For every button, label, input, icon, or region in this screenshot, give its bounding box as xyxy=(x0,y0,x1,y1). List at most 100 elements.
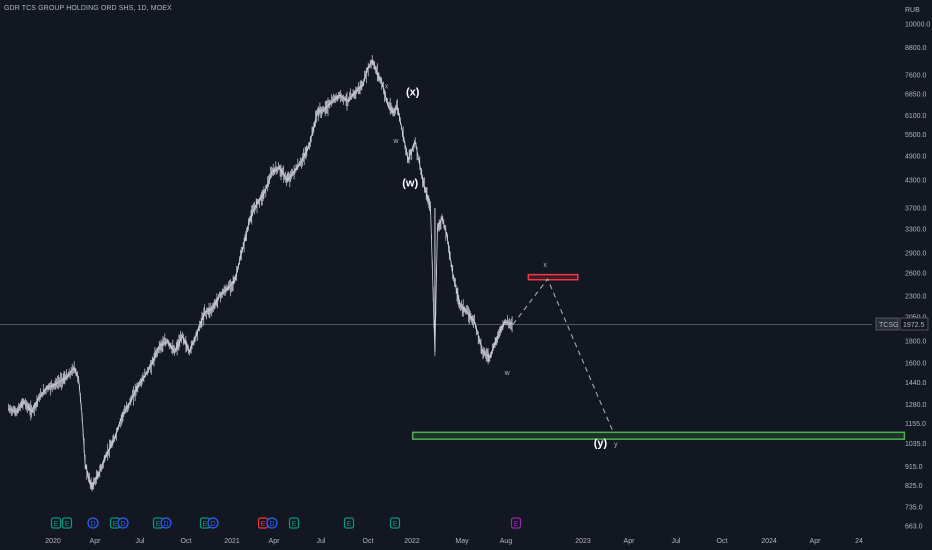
event-marker-letter: D xyxy=(120,521,125,528)
price-tick-label: 10000.0 xyxy=(905,22,930,29)
wave-labels: (x) (w) x w x w (y) y xyxy=(385,84,618,450)
time-tick-label: 2022 xyxy=(404,538,420,545)
dividend-marker-shape xyxy=(207,517,219,529)
time-tick-label: Apr xyxy=(624,538,636,545)
target-zone[interactable] xyxy=(411,431,906,440)
event-marker[interactable]: D xyxy=(160,517,172,529)
event-marker-letter: E xyxy=(54,521,59,528)
time-tick-label: Jul xyxy=(672,538,681,545)
price-tick-label: 1280.0 xyxy=(905,402,927,409)
event-marker-letter: D xyxy=(269,521,274,528)
event-marker-letter: E xyxy=(347,521,352,528)
time-tick-label: 2021 xyxy=(224,538,240,545)
event-marker[interactable]: E xyxy=(61,517,73,529)
price-axis[interactable]: 10000.0 8800.0 7600.0 6850.0 6100.0 5500.0 490… xyxy=(905,22,930,531)
earnings-marker-shape xyxy=(61,517,73,529)
time-axis[interactable]: 2020 Apr Jul Oct 2021 Apr Jul Oct 2022 May Aug 2023… xyxy=(45,538,863,545)
earnings-marker-shape xyxy=(389,517,401,529)
time-tick-label: Jul xyxy=(317,538,326,545)
price-tick-label: 2600.0 xyxy=(905,271,927,278)
event-marker[interactable]: E xyxy=(199,517,211,529)
ticker-label: TCSG xyxy=(879,322,898,329)
price-tick-label: 6850.0 xyxy=(905,91,927,98)
event-marker-letter: E xyxy=(292,521,297,528)
earnings-marker-shape xyxy=(50,517,62,529)
chart-title: GDR TCS GROUP HOLDING ORD SHS, 1D, MOEX xyxy=(4,5,172,12)
dividend-marker-shape xyxy=(117,517,129,529)
time-tick-label: 2023 xyxy=(575,538,591,545)
event-marker-letter: D xyxy=(163,521,168,528)
event-marker-letter: E xyxy=(514,521,519,528)
projection-path[interactable] xyxy=(512,278,614,433)
event-marker[interactable]: D xyxy=(266,517,278,529)
price-tick-label: 2300.0 xyxy=(905,293,927,300)
price-tick-label: 4900.0 xyxy=(905,153,927,160)
event-marker[interactable]: E xyxy=(109,517,121,529)
price-tick-label: 1800.0 xyxy=(905,339,927,346)
currency-label: RUB xyxy=(905,7,920,14)
time-tick-label: Apr xyxy=(90,538,102,545)
wave-label: w xyxy=(392,138,399,145)
event-marker-letter: D xyxy=(210,521,215,528)
event-marker[interactable]: E xyxy=(257,517,269,529)
time-tick-label: 24 xyxy=(855,538,863,545)
event-marker[interactable]: D xyxy=(207,517,219,529)
time-tick-label: Apr xyxy=(810,538,822,545)
price-series-line xyxy=(8,59,514,488)
wave-label: x xyxy=(543,262,547,269)
price-tick-label: 3300.0 xyxy=(905,227,927,234)
time-tick-label: Aug xyxy=(500,538,513,545)
price-tick-label: 1035.0 xyxy=(905,441,927,448)
price-tick-label: 4300.0 xyxy=(905,178,927,185)
event-marker[interactable]: E xyxy=(152,517,164,529)
event-marker[interactable]: E xyxy=(50,517,62,529)
event-marker[interactable]: D xyxy=(87,517,99,529)
time-tick-label: Oct xyxy=(363,538,374,545)
event-marker[interactable]: E xyxy=(510,517,522,529)
wave-label: (x) xyxy=(406,86,420,98)
event-marker-letter: E xyxy=(393,521,398,528)
earnings-marker-shape xyxy=(288,517,300,529)
event-marker-letter: E xyxy=(65,521,70,528)
time-tick-label: Oct xyxy=(181,538,192,545)
event-marker[interactable]: E xyxy=(389,517,401,529)
price-bars xyxy=(8,55,514,492)
price-tick-label: 915.0 xyxy=(905,464,923,471)
price-tick-label: 825.0 xyxy=(905,483,923,490)
price-tick-label: 1600.0 xyxy=(905,361,927,368)
time-tick-label: Jul xyxy=(136,538,145,545)
event-marker-letter: E xyxy=(203,521,208,528)
price-tick-label: 5500.0 xyxy=(905,132,927,139)
event-marker[interactable]: E xyxy=(288,517,300,529)
last-price-value: 1972.5 xyxy=(903,322,925,329)
wave-label: (w) xyxy=(402,178,418,190)
event-marker[interactable]: E xyxy=(343,517,355,529)
time-tick-label: 2020 xyxy=(45,538,61,545)
price-tick-label: 735.0 xyxy=(905,504,923,511)
dividend-marker-shape xyxy=(266,517,278,529)
price-tick-label: 8800.0 xyxy=(905,45,927,52)
wave-label: (y) xyxy=(594,437,608,449)
price-tick-label: 7600.0 xyxy=(905,72,927,79)
time-tick-label: Apr xyxy=(269,538,281,545)
resistance-zone[interactable] xyxy=(527,273,579,281)
time-tick-label: 2024 xyxy=(761,538,777,545)
price-tick-label: 3700.0 xyxy=(905,205,927,212)
last-price-badge: TCSG 1972.5 xyxy=(875,317,929,331)
event-marker-letter: E xyxy=(113,521,118,528)
dividend-marker-shape xyxy=(160,517,172,529)
event-marker-letter: D xyxy=(90,521,95,528)
event-marker-letter: E xyxy=(156,521,161,528)
event-marker[interactable]: D xyxy=(117,517,129,529)
price-tick-label: 1155.0 xyxy=(905,421,926,428)
price-tick-label: 1440.0 xyxy=(905,380,927,387)
time-tick-label: May xyxy=(455,538,469,545)
time-tick-label: Oct xyxy=(717,538,728,545)
earnings-marker-shape xyxy=(510,517,522,529)
price-tick-label: 6100.0 xyxy=(905,113,927,120)
price-tick-label: 663.0 xyxy=(905,524,923,531)
wave-label: y xyxy=(614,441,618,448)
ticker-tag xyxy=(875,317,899,331)
